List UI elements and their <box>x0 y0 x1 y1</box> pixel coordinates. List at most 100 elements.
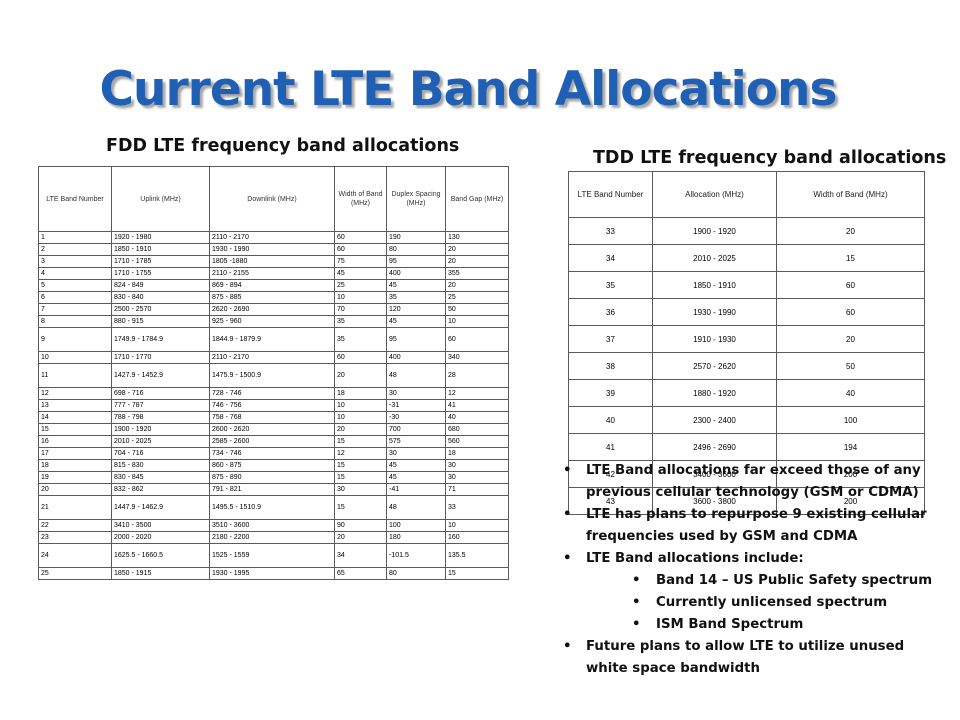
table-cell: 9 <box>38 327 112 352</box>
bullet-item: Future plans to allow LTE to utilize unu… <box>563 636 943 680</box>
sub-bullet-item: Band 14 – US Public Safety spectrum <box>632 570 943 592</box>
table-cell: 20 <box>776 217 925 245</box>
table-cell: 1844.9 - 1879.9 <box>209 327 335 352</box>
table-cell: 758 - 768 <box>209 411 335 424</box>
table-cell: 2500 - 2570 <box>111 303 210 316</box>
table-cell: 2180 - 2200 <box>209 531 335 544</box>
table-cell: 15 <box>445 567 509 580</box>
table-cell: 17 <box>38 447 112 460</box>
table-cell: 875 - 885 <box>209 291 335 304</box>
table-cell: 20 <box>334 531 387 544</box>
table-cell: 704 - 716 <box>111 447 210 460</box>
table-cell: 180 <box>386 531 446 544</box>
table-cell: 18 <box>334 387 387 400</box>
table-cell: 869 - 894 <box>209 279 335 292</box>
table-cell: 38 <box>568 352 653 380</box>
table-cell: 60 <box>776 271 925 299</box>
table-cell: 1850 - 1910 <box>111 243 210 256</box>
table-cell: 41 <box>445 399 509 412</box>
table-cell: 60 <box>334 231 387 244</box>
sub-bullet-item: ISM Band Spectrum <box>632 614 943 636</box>
table-cell: 728 - 746 <box>209 387 335 400</box>
table-cell: 48 <box>386 363 446 388</box>
table-cell: 1710 - 1770 <box>111 351 210 364</box>
table-cell: 13 <box>38 399 112 412</box>
table-cell: -101.5 <box>386 543 446 568</box>
table-cell: 10 <box>334 411 387 424</box>
bullet-text: LTE Band allocations include: <box>586 551 804 566</box>
table-cell: 15 <box>776 244 925 272</box>
table-cell: 30 <box>386 387 446 400</box>
table-row: 25 1850 - 1915 1930 - 1995 65 80 15 <box>38 567 509 580</box>
table-cell: 10 <box>334 399 387 412</box>
table-cell: 36 <box>568 298 653 326</box>
table-cell: 30 <box>334 483 387 496</box>
table-row: 17 704 - 716 734 - 746 12 30 18 <box>38 447 509 460</box>
table-cell: 7 <box>38 303 112 316</box>
fdd-table-caption: FDD LTE frequency band allocations <box>106 136 460 156</box>
table-cell: 20 <box>334 363 387 388</box>
table-cell: 45 <box>386 279 446 292</box>
table-cell: 698 - 716 <box>111 387 210 400</box>
table-row: 33 1900 - 1920 20 <box>568 217 925 245</box>
table-row: 5 824 - 849 869 - 894 25 45 20 <box>38 279 509 292</box>
table-cell: 575 <box>386 435 446 448</box>
column-header: Uplink (MHz) <box>111 166 210 232</box>
table-cell: 788 - 798 <box>111 411 210 424</box>
table-cell: 50 <box>776 352 925 380</box>
table-cell: 2110 - 2170 <box>209 351 335 364</box>
table-cell: 746 - 756 <box>209 399 335 412</box>
table-cell: 48 <box>386 495 446 520</box>
table-cell: 15 <box>334 435 387 448</box>
table-cell: 880 - 915 <box>111 315 210 328</box>
table-cell: 15 <box>334 471 387 484</box>
table-cell: -31 <box>386 399 446 412</box>
table-cell: 830 - 840 <box>111 291 210 304</box>
table-cell: 28 <box>445 363 509 388</box>
table-cell: 18 <box>445 447 509 460</box>
table-cell: 50 <box>445 303 509 316</box>
table-cell: 1850 - 1910 <box>652 271 777 299</box>
table-cell: 20 <box>445 243 509 256</box>
table-row: 34 2010 - 2025 15 <box>568 244 925 272</box>
table-cell: 37 <box>568 325 653 353</box>
table-cell: 734 - 746 <box>209 447 335 460</box>
table-cell: 1447.9 - 1462.9 <box>111 495 210 520</box>
table-cell: 875 - 890 <box>209 471 335 484</box>
slide-title: Current LTE Band Allocations <box>99 62 838 117</box>
notes-bullet-list: LTE Band allocations far exceed those of… <box>563 460 943 680</box>
table-row: 10 1710 - 1770 2110 - 2170 60 400 340 <box>38 351 509 364</box>
table-cell: -30 <box>386 411 446 424</box>
bullet-item: LTE Band allocations far exceed those of… <box>563 460 943 504</box>
table-cell: 824 - 849 <box>111 279 210 292</box>
table-cell: 1880 - 1920 <box>652 379 777 407</box>
table-row: 39 1880 - 1920 40 <box>568 379 925 407</box>
table-cell: 1710 - 1785 <box>111 255 210 268</box>
table-cell: 194 <box>776 433 925 461</box>
table-cell: 30 <box>445 459 509 472</box>
table-cell: 2110 - 2155 <box>209 267 335 280</box>
table-cell: 39 <box>568 379 653 407</box>
table-row: 12 698 - 716 728 - 746 18 30 12 <box>38 387 509 400</box>
table-cell: 10 <box>445 519 509 532</box>
table-cell: 340 <box>445 351 509 364</box>
table-cell: 95 <box>386 327 446 352</box>
table-cell: -41 <box>386 483 446 496</box>
table-cell: 1 <box>38 231 112 244</box>
table-cell: 25 <box>38 567 112 580</box>
table-cell: 3 <box>38 255 112 268</box>
table-row: 18 815 - 830 860 - 875 15 45 30 <box>38 459 509 472</box>
table-cell: 400 <box>386 267 446 280</box>
table-cell: 830 - 845 <box>111 471 210 484</box>
table-row: 7 2500 - 2570 2620 - 2690 70 120 50 <box>38 303 509 316</box>
tdd-table-caption: TDD LTE frequency band allocations <box>593 148 947 168</box>
table-cell: 21 <box>38 495 112 520</box>
table-cell: 1805 -1880 <box>209 255 335 268</box>
table-row: 23 2000 - 2020 2180 - 2200 20 180 160 <box>38 531 509 544</box>
table-cell: 95 <box>386 255 446 268</box>
table-cell: 14 <box>38 411 112 424</box>
table-cell: 4 <box>38 267 112 280</box>
table-row: 9 1749.9 - 1784.9 1844.9 - 1879.9 35 95 60 <box>38 327 509 352</box>
table-cell: 160 <box>445 531 509 544</box>
table-cell: 20 <box>334 423 387 436</box>
